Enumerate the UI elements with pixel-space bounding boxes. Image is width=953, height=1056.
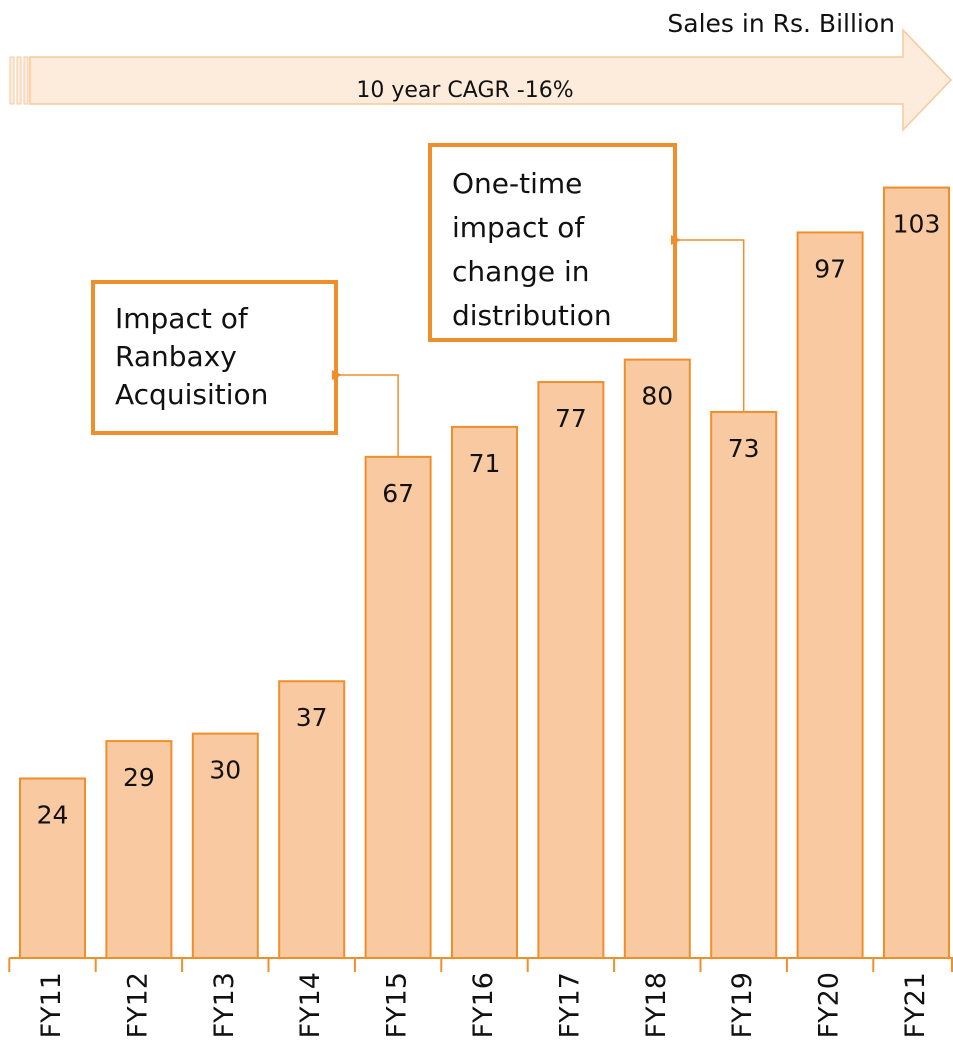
x-tick-label: FY13 bbox=[209, 972, 240, 1038]
x-tick-label: FY21 bbox=[900, 972, 931, 1038]
value-label: 103 bbox=[893, 210, 941, 239]
value-label: 97 bbox=[814, 254, 846, 283]
bar bbox=[537, 381, 605, 960]
x-tick-label: FY14 bbox=[295, 972, 326, 1038]
x-tick-label: FY19 bbox=[727, 972, 758, 1038]
chart-title: Sales in Rs. Billion bbox=[667, 9, 895, 38]
x-tick-label: FY11 bbox=[36, 972, 67, 1038]
bar bbox=[364, 455, 432, 959]
bar bbox=[710, 410, 778, 959]
bar bbox=[883, 186, 950, 959]
annotation-text: One-time bbox=[452, 167, 582, 200]
value-label: 24 bbox=[37, 800, 69, 829]
annotation-text: distribution bbox=[452, 299, 612, 332]
bar bbox=[191, 732, 259, 959]
bar bbox=[451, 425, 518, 960]
value-label: 30 bbox=[209, 756, 241, 785]
x-tick-label: FY15 bbox=[382, 972, 413, 1038]
bar bbox=[19, 777, 86, 959]
annotation-connector bbox=[671, 235, 745, 412]
x-tick-label: FY20 bbox=[814, 972, 845, 1038]
x-tick-label: FY16 bbox=[468, 972, 499, 1038]
annotation-connector bbox=[332, 370, 399, 457]
bar bbox=[278, 680, 346, 959]
annotation-box bbox=[428, 143, 677, 342]
value-label: 73 bbox=[728, 434, 760, 463]
annotation-text: impact of bbox=[452, 211, 585, 244]
value-label: 71 bbox=[469, 449, 501, 478]
x-tick-label: FY12 bbox=[122, 972, 153, 1038]
annotation-text: Impact of bbox=[115, 302, 249, 335]
x-tick-label: FY18 bbox=[641, 972, 672, 1038]
value-label: 67 bbox=[382, 479, 414, 508]
annotation-text: change in bbox=[452, 255, 589, 288]
value-label: 77 bbox=[555, 404, 587, 433]
cagr-arrow bbox=[9, 28, 953, 132]
annotation-box bbox=[91, 280, 338, 435]
value-label: 80 bbox=[641, 382, 673, 411]
bar bbox=[105, 740, 173, 960]
chart-subtitle: 10 year CAGR -16% bbox=[356, 78, 573, 103]
annotation-text: Ranbaxy bbox=[115, 340, 237, 373]
bar bbox=[796, 231, 864, 959]
value-label: 37 bbox=[296, 703, 328, 732]
annotation-text: Acquisition bbox=[115, 378, 268, 411]
x-tick-label: FY17 bbox=[554, 972, 585, 1038]
bar bbox=[623, 358, 691, 960]
value-label: 29 bbox=[123, 763, 155, 792]
